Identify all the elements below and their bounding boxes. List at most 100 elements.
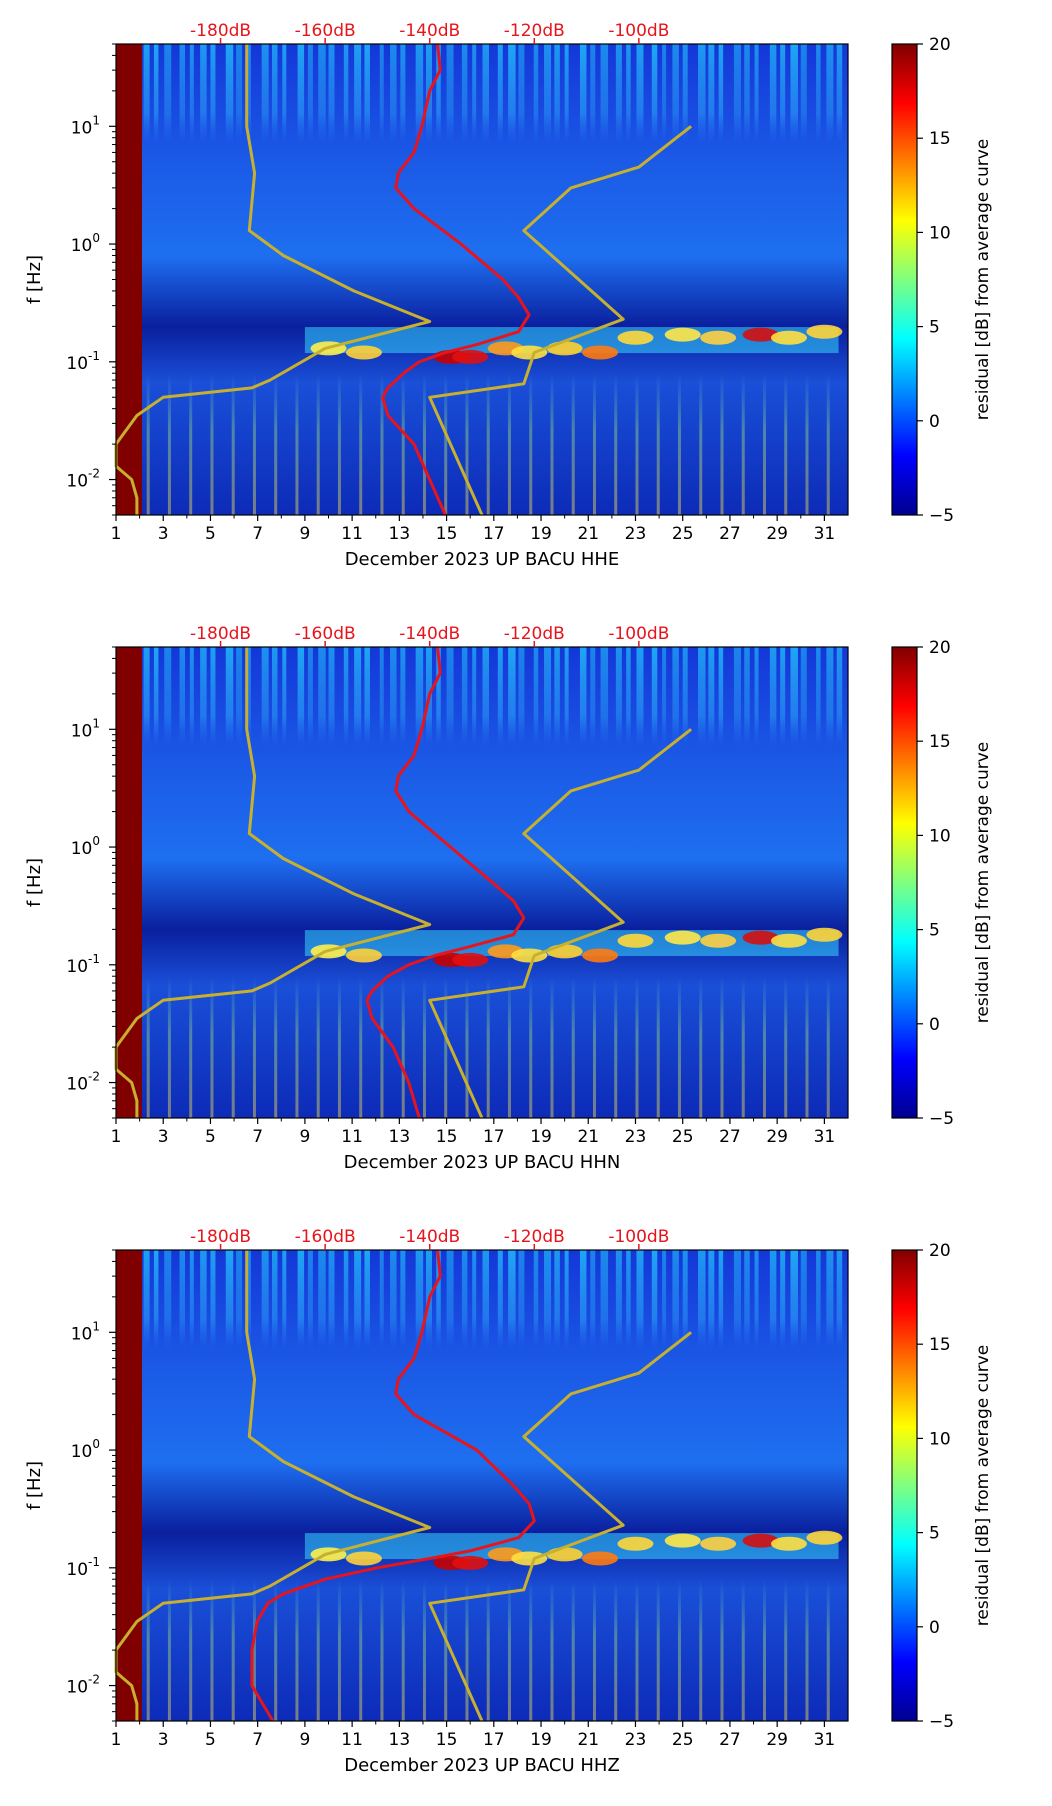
heatmap-cell-band	[164, 1250, 172, 1448]
heatmap-cell-band	[364, 647, 370, 845]
heatmap-cell-band	[225, 44, 234, 242]
y-tick-exponent: -1	[88, 1555, 100, 1569]
heatmap-cell-band	[662, 44, 667, 242]
heatmap-cell-band	[472, 1250, 477, 1448]
heatmap-lowfreq-streak	[231, 1579, 235, 1721]
noise-model-high-curve	[428, 125, 693, 516]
heatmap-cell-band	[282, 44, 287, 242]
x-tick-label: 25	[672, 1127, 694, 1147]
colorbar-tick-label: 5	[929, 1524, 940, 1544]
heatmap-lowfreq-streak	[826, 373, 830, 515]
x-tick-label: 31	[814, 1127, 836, 1147]
x-tick-label: 9	[299, 524, 310, 544]
heatmap-cell-band	[554, 1250, 560, 1448]
heatmap-cell-band	[533, 647, 539, 845]
heatmap-cell-band	[780, 1250, 786, 1448]
heatmap-lowfreq-streak	[252, 373, 256, 515]
heatmap-lowfreq-streak	[210, 373, 214, 515]
x-tick-label: 1	[111, 1127, 122, 1147]
heatmap-lowfreq-streak	[210, 976, 214, 1118]
heatmap-hotspot	[770, 330, 807, 345]
heatmap-cell-band	[816, 44, 821, 242]
colorbar-gradient	[892, 647, 917, 1118]
heatmap-cell-band	[508, 647, 516, 845]
heatmap-lowfreq-streak	[146, 1579, 150, 1721]
heatmap-cell-band	[544, 44, 552, 242]
heatmap-cell-band	[733, 44, 741, 242]
y-tick-label: 10-1	[66, 1555, 100, 1580]
heatmap-cell-band	[615, 1250, 622, 1448]
heatmap-cell-band	[579, 44, 587, 242]
mean-psd-curve	[365, 646, 526, 1119]
heatmap-cell-band	[261, 647, 269, 845]
x-tick-label: 19	[530, 1730, 552, 1750]
heatmap-lowfreq-streak	[614, 1579, 618, 1721]
x-tick-label: 17	[483, 524, 505, 544]
heatmap-hotspot	[664, 327, 701, 342]
heatmap-cell-band	[236, 647, 243, 845]
heatmap-cell-band	[600, 1250, 609, 1448]
heatmap-lowfreq-streak	[741, 1579, 745, 1721]
heatmap-lowfreq-streak	[699, 373, 703, 515]
heatmap-hotspot	[546, 944, 583, 959]
x-tick-label: 25	[672, 524, 694, 544]
heatmap-saturated-block	[116, 1250, 142, 1721]
heatmap-cell-band	[153, 647, 159, 845]
heatmap-hotspot	[770, 1536, 807, 1551]
heatmap-lowfreq-streak	[210, 1579, 214, 1721]
heatmap-cell-band	[826, 1250, 834, 1448]
heatmap-cell-band	[446, 1250, 454, 1448]
heatmap-cell-band	[651, 647, 658, 845]
heatmap-cell-band	[744, 647, 750, 845]
y-axis-label: f [Hz]	[24, 858, 45, 907]
colorbar-gradient	[892, 1250, 917, 1721]
x-tick-label: 19	[530, 1127, 552, 1147]
heatmap-cell-band	[210, 647, 216, 845]
x-tick-label: 29	[766, 524, 788, 544]
heatmap-hotspot	[511, 345, 548, 360]
heatmap-cell-band	[682, 647, 688, 845]
y-tick-label: 101	[71, 1319, 100, 1344]
heatmap-cell-band	[698, 1250, 706, 1448]
heatmap-cell-band	[400, 44, 406, 242]
colorbar-frame	[891, 1249, 918, 1722]
y-tick-label: 100	[71, 231, 100, 256]
heatmap-cell-band	[143, 44, 150, 242]
heatmap-lowfreq-streak	[762, 976, 766, 1118]
heatmap-cell-band	[800, 647, 807, 845]
heatmap-cell-band	[225, 647, 234, 845]
x-tick-label: 17	[483, 1127, 505, 1147]
y-tick-label: 100	[71, 834, 100, 859]
heatmap-hotspot	[700, 933, 737, 948]
x-tick-label: 11	[341, 1730, 363, 1750]
heatmap-lowfreq-streak	[677, 1579, 681, 1721]
heatmap-hotspot	[806, 1530, 843, 1545]
heatmap-lowfreq-streak	[805, 1579, 809, 1721]
heatmap-cell-band	[508, 44, 516, 242]
heatmap-lowfreq-streak	[380, 373, 384, 515]
heatmap-cell-band	[826, 44, 834, 242]
x-tick-label: 11	[341, 1127, 363, 1147]
heatmap-cell-band	[682, 44, 688, 242]
heatmap-lowfreq-streak	[401, 976, 405, 1118]
y-tick-exponent: 1	[92, 716, 100, 730]
heatmap-cell-band	[461, 647, 468, 845]
heatmap-lowfreq-streak	[295, 976, 299, 1118]
heatmap-cell-band	[554, 647, 560, 845]
heatmap-cell-band	[733, 1250, 741, 1448]
heatmap-cell-band	[708, 44, 715, 242]
heatmap-lowfreq-streak	[422, 373, 426, 515]
heatmap-cell-band	[769, 44, 777, 242]
heatmap-lowfreq-streak	[720, 1579, 724, 1721]
heatmap-hotspot	[742, 930, 779, 945]
heatmap-lowfreq-streak	[550, 976, 554, 1118]
x-tick-label: 31	[814, 524, 836, 544]
heatmap-cell-band	[544, 647, 552, 845]
heatmap-lowfreq-streak	[699, 976, 703, 1118]
heatmap-cell-band	[590, 647, 596, 845]
heatmap-lowfreq-streak	[486, 373, 490, 515]
y-tick-exponent: -2	[88, 1673, 100, 1687]
heatmap-cell-band	[282, 647, 287, 845]
x-axis-label: December 2023 UP BACU HHN	[344, 1152, 621, 1173]
